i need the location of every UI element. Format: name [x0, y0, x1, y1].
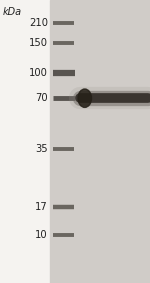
- Text: 210: 210: [29, 18, 48, 28]
- Text: kDa: kDa: [3, 7, 22, 17]
- Bar: [0, 0, 50, 283]
- Bar: [50, 0, 150, 283]
- Text: 100: 100: [29, 68, 48, 78]
- Text: 35: 35: [35, 143, 48, 154]
- Text: 150: 150: [29, 38, 48, 48]
- Ellipse shape: [78, 89, 92, 107]
- Text: 10: 10: [35, 230, 48, 240]
- Text: 17: 17: [35, 202, 48, 212]
- Text: 70: 70: [35, 93, 48, 103]
